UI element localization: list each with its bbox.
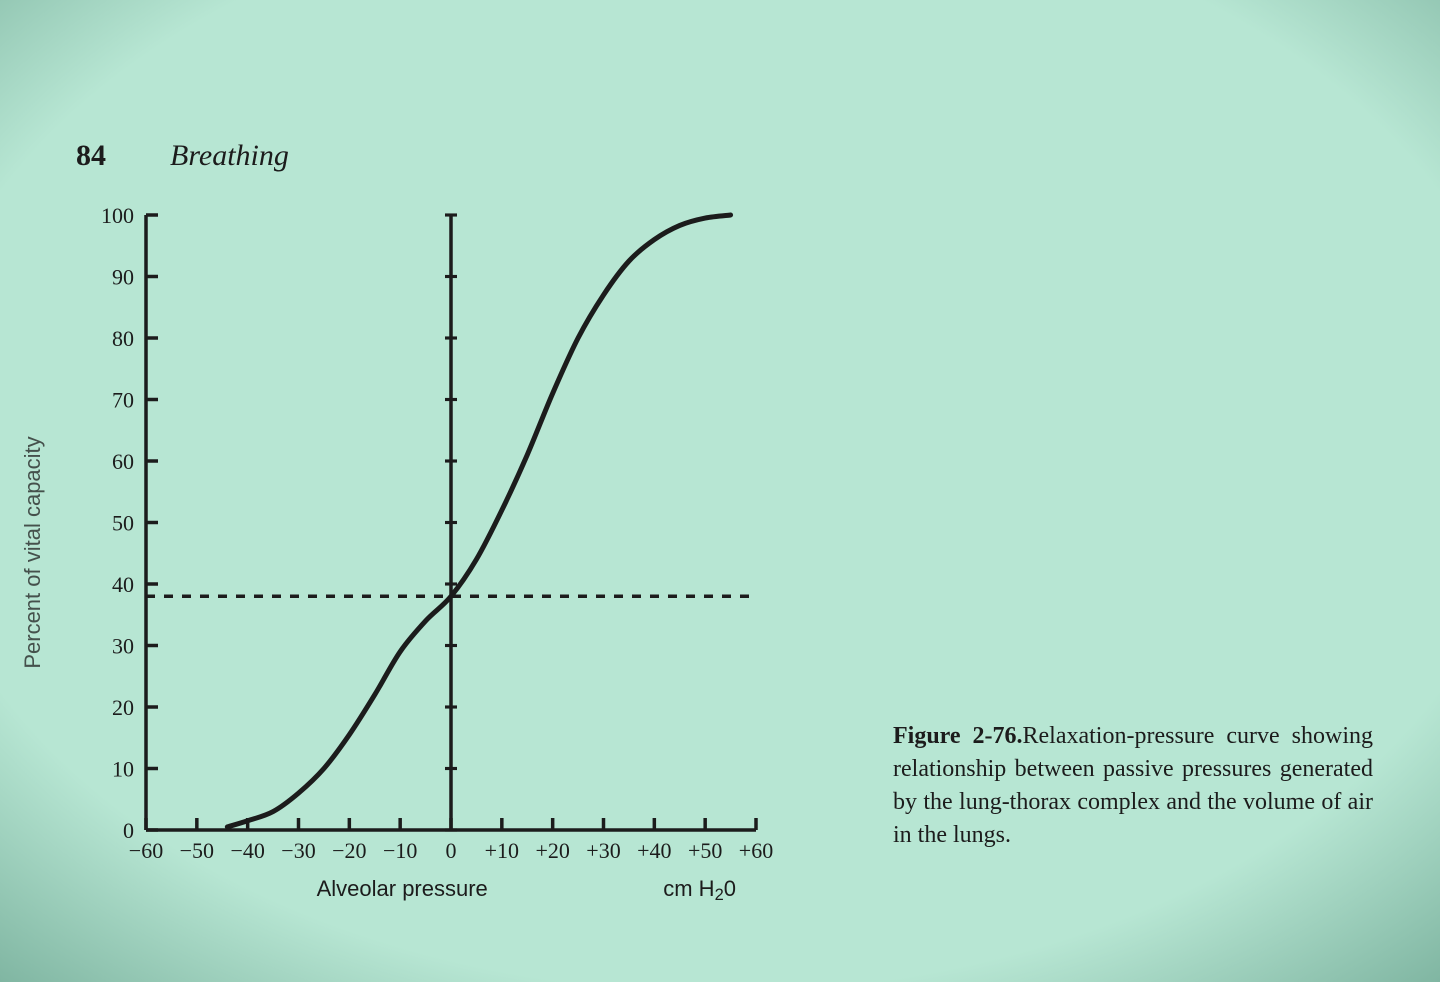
x-axis-unit: cm H20 [663,876,736,904]
figure-caption: Figure 2-76.Relaxation-pressure curve sh… [893,720,1373,982]
running-head: Breathing [170,139,289,172]
x-tick-label: +20 [535,838,569,863]
x-tick-label: +60 [739,838,773,863]
y-tick-label: 80 [112,326,134,351]
y-tick-label: 100 [101,203,134,228]
x-axis-label: Alveolar pressure [317,876,488,901]
y-tick-label: 60 [112,449,134,474]
y-tick-label: 30 [112,634,134,659]
y-tick-label: 50 [112,511,134,536]
x-tick-label: +50 [688,838,722,863]
figure-label: Figure 2-76. [893,723,1023,749]
x-tick-label: −60 [129,838,163,863]
y-tick-label: 40 [112,572,134,597]
x-tick-label: −30 [281,838,315,863]
y-tick-label: 20 [112,695,134,720]
x-tick-label: +10 [485,838,519,863]
x-tick-label: −10 [383,838,417,863]
x-tick-label: −40 [230,838,264,863]
x-tick-label: +40 [637,838,671,863]
y-tick-label: 70 [112,388,134,413]
x-tick-label: −20 [332,838,366,863]
x-tick-label: 0 [446,838,457,863]
page-number: 84 [76,139,106,172]
y-axis-label: Percent of vital capacity [20,436,45,668]
y-tick-label: 90 [112,265,134,290]
x-tick-label: +30 [586,838,620,863]
y-tick-label: 10 [112,757,134,782]
x-tick-label: −50 [180,838,214,863]
